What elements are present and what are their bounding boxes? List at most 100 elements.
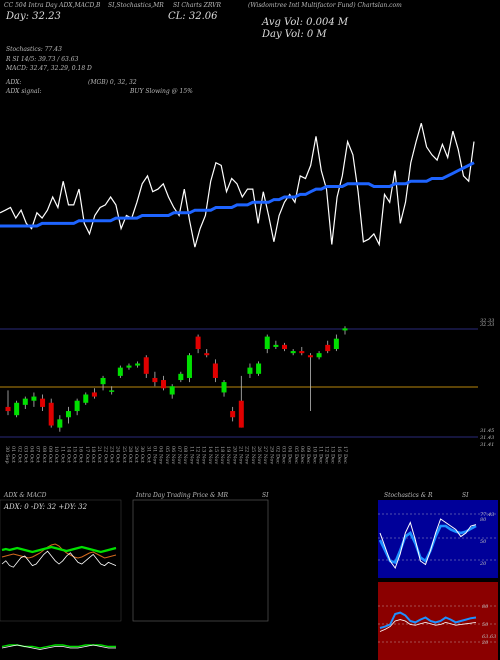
candle-body [91, 392, 97, 397]
candle-body [230, 411, 236, 418]
date-tick-label: 05 Nov [164, 446, 170, 464]
date-tick-label: 12 Dec [324, 446, 330, 464]
date-tick-label: 20 Nov [231, 446, 237, 464]
date-tick-label: 22 Nov [244, 446, 250, 464]
stoch-tick-50: 50 [480, 539, 487, 545]
candle-body [273, 344, 279, 347]
date-tick-label: 23 Oct [109, 446, 115, 463]
date-tick-label: 27 Nov [262, 446, 268, 464]
candle-body [143, 357, 149, 374]
date-tick-label: 02 Dec [274, 446, 280, 464]
adx-macd-subtitle: ADX: 0 -DY: 32 +DY: 32 [4, 503, 88, 511]
date-tick-label: 21 Oct [96, 446, 102, 463]
date-tick-label: 21 Nov [238, 446, 244, 464]
date-tick-label: 24 Oct [115, 446, 121, 463]
stoch-tick-80: 80 [480, 517, 487, 523]
candle-body [186, 355, 192, 378]
adx-macd-title: ADX & MACD [4, 492, 47, 499]
intraday-panel-frame [132, 499, 269, 622]
date-tick-label: 19 Nov [225, 446, 231, 464]
date-tick-label: 30 Oct [139, 446, 145, 463]
candle-body [342, 328, 348, 331]
rsi-tick-20: 20 [482, 640, 489, 646]
adx-orange-line [1, 543, 117, 559]
candle-body [256, 363, 262, 374]
rsi-side-label: 63.63 [482, 634, 497, 640]
candle-body [221, 382, 227, 393]
candle-body [5, 406, 11, 412]
macd-label: MACD: 32.47, 32.29, 0.18 D [6, 65, 92, 72]
date-tick-label: 13 Nov [201, 446, 207, 464]
date-tick-label: 25 Oct [121, 446, 127, 463]
header-line1-c: SI Charts ZRVR [173, 2, 222, 9]
candle-body [65, 411, 71, 418]
candle-body [238, 400, 244, 428]
candle-body [264, 336, 270, 350]
date-tick-label: 25 Nov [250, 446, 256, 464]
right-label-3: 31.45 [480, 428, 495, 434]
date-tick-label: 04 Nov [158, 446, 164, 464]
stoch-title: Stochastics & R [384, 492, 433, 499]
stoch-side-label: 77.43 [480, 512, 495, 518]
candle-body [307, 355, 313, 358]
candle-body [40, 398, 46, 407]
date-tick-label: 14 Nov [207, 446, 213, 464]
date-tick-label: 17 Dec [342, 446, 348, 464]
candle-body [117, 367, 123, 376]
candle-body [333, 338, 339, 350]
date-tick-label: 28 Oct [127, 446, 133, 463]
date-tick-label: 15 Nov [213, 446, 219, 464]
candle-body [195, 336, 201, 350]
candle-body [109, 390, 115, 392]
close-price: CL: 32.06 [168, 11, 218, 22]
stoch-title-right: SI [462, 492, 469, 499]
date-tick-label: 06 Dec [299, 446, 305, 464]
date-tick-label: 16 Oct [78, 446, 84, 463]
adx-label: ADX: [6, 79, 22, 86]
date-tick-label: 02 Oct [16, 446, 22, 463]
date-tick-label: 29 Oct [133, 446, 139, 463]
right-label-2: 32.33 [480, 322, 495, 328]
date-tick-label: 03 Dec [281, 446, 287, 464]
date-tick-label: 16 Dec [336, 446, 342, 464]
header-line1-a: CC 504 Intra Day ADX,MACD,B [4, 2, 101, 9]
candle-body [135, 363, 141, 366]
intraday-title: Intra Day Trading Price & MR [136, 492, 229, 499]
date-tick-label: 26 Nov [256, 446, 262, 464]
candle-body [74, 400, 80, 412]
rsi-label: R SI 14/5: 39.73 / 63.63 [6, 56, 79, 63]
candle-body [178, 373, 184, 381]
candle-body [22, 398, 28, 405]
date-tick-label: 14 Oct [66, 446, 72, 463]
date-tick-label: 01 Oct [10, 446, 16, 463]
date-tick-label: 09 Oct [47, 446, 53, 463]
candle-body [247, 367, 253, 374]
adx-signal-label: ADX signal: [6, 88, 42, 95]
right-label-1: 32.33 [480, 318, 495, 324]
date-tick-label: 30 Sep [4, 446, 10, 464]
date-tick-label: 07 Oct [35, 446, 41, 463]
candle-body [212, 363, 218, 378]
candle-body [290, 351, 296, 354]
date-tick-label: 07 Nov [176, 446, 182, 464]
candle-body [31, 396, 37, 401]
candle-body [169, 386, 175, 395]
adx-green-line [1, 545, 117, 554]
date-tick-label: 11 Nov [188, 446, 194, 464]
date-tick-label: 22 Oct [102, 446, 108, 463]
candle-body [57, 419, 63, 428]
stoch-white-line [379, 518, 477, 570]
date-tick-label: 04 Oct [29, 446, 35, 463]
stoch-tick-20: 20 [480, 561, 487, 567]
macd-white-line [1, 644, 116, 650]
rsi-blue-line [379, 611, 477, 629]
date-tick-label: 08 Oct [41, 446, 47, 463]
candle-body [152, 377, 158, 383]
moving-average-line [0, 161, 475, 228]
right-label-5: 31.41 [480, 442, 495, 448]
intraday-title-right: SI [262, 492, 269, 499]
candle-body [282, 344, 288, 350]
date-tick-label: 15 Oct [72, 446, 78, 463]
